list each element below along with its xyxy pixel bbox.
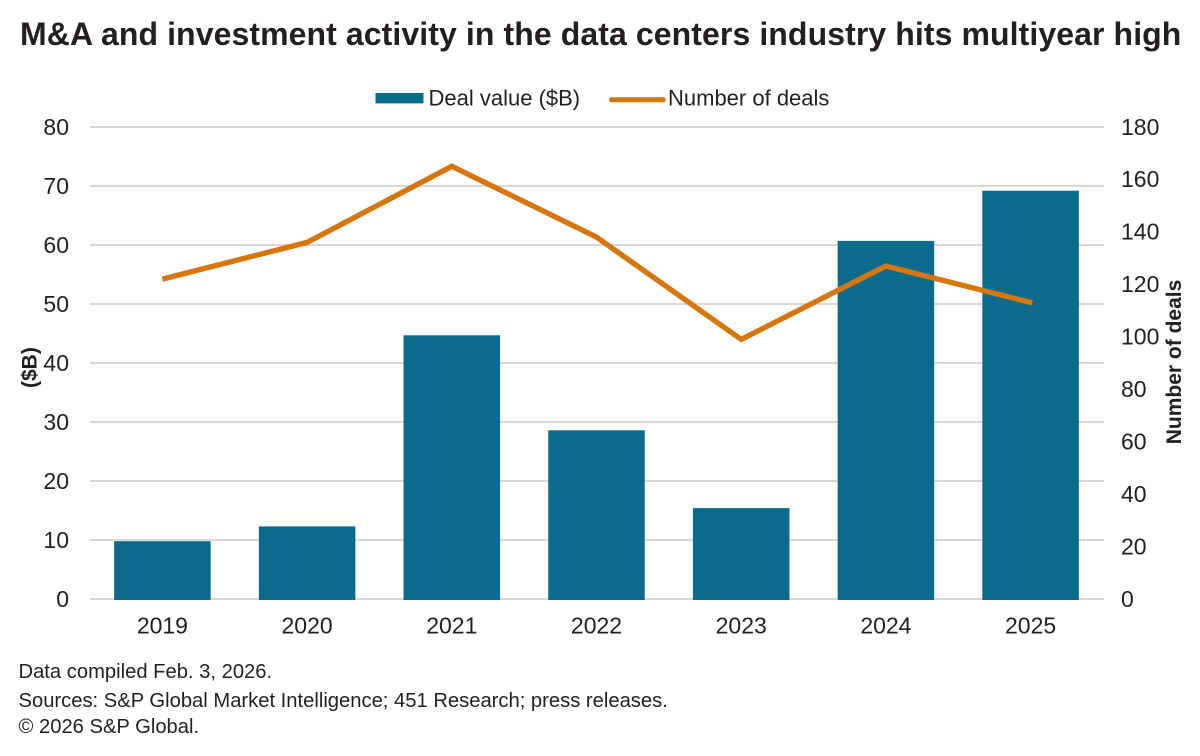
svg-text:2019: 2019 bbox=[137, 613, 188, 639]
svg-text:10: 10 bbox=[43, 527, 69, 553]
svg-text:M&A and investment activity in: M&A and investment activity in the data … bbox=[20, 16, 1181, 52]
svg-text:160: 160 bbox=[1121, 166, 1159, 192]
svg-text:60: 60 bbox=[43, 232, 69, 258]
svg-text:2020: 2020 bbox=[282, 613, 333, 639]
svg-text:2022: 2022 bbox=[571, 613, 622, 639]
svg-text:50: 50 bbox=[43, 291, 69, 317]
svg-text:2023: 2023 bbox=[716, 613, 767, 639]
svg-text:120: 120 bbox=[1121, 271, 1159, 297]
svg-text:60: 60 bbox=[1121, 429, 1147, 455]
svg-text:100: 100 bbox=[1121, 324, 1159, 350]
svg-text:Deal value ($B): Deal value ($B) bbox=[429, 86, 581, 111]
svg-text:Number of deals: Number of deals bbox=[668, 86, 829, 111]
svg-text:0: 0 bbox=[56, 586, 69, 612]
svg-text:Sources: S&P Global Market Int: Sources: S&P Global Market Intelligence;… bbox=[19, 690, 668, 712]
svg-text:2025: 2025 bbox=[1005, 613, 1056, 639]
svg-text:Data compiled Feb. 3, 2026.: Data compiled Feb. 3, 2026. bbox=[19, 661, 273, 683]
svg-text:20: 20 bbox=[43, 468, 69, 494]
svg-text:80: 80 bbox=[43, 114, 69, 140]
svg-text:180: 180 bbox=[1121, 114, 1159, 140]
svg-text:20: 20 bbox=[1121, 533, 1147, 559]
svg-text:2024: 2024 bbox=[860, 613, 911, 639]
svg-text:70: 70 bbox=[43, 173, 69, 199]
svg-text:© 2026 S&P Global.: © 2026 S&P Global. bbox=[19, 716, 200, 738]
svg-text:($B): ($B) bbox=[19, 347, 42, 388]
svg-text:140: 140 bbox=[1121, 219, 1159, 245]
svg-text:2021: 2021 bbox=[426, 613, 477, 639]
svg-text:40: 40 bbox=[43, 350, 69, 376]
svg-text:80: 80 bbox=[1121, 376, 1147, 402]
svg-text:0: 0 bbox=[1121, 586, 1134, 612]
svg-text:40: 40 bbox=[1121, 481, 1147, 507]
svg-text:30: 30 bbox=[43, 409, 69, 435]
svg-text:Number of deals: Number of deals bbox=[1163, 280, 1186, 445]
